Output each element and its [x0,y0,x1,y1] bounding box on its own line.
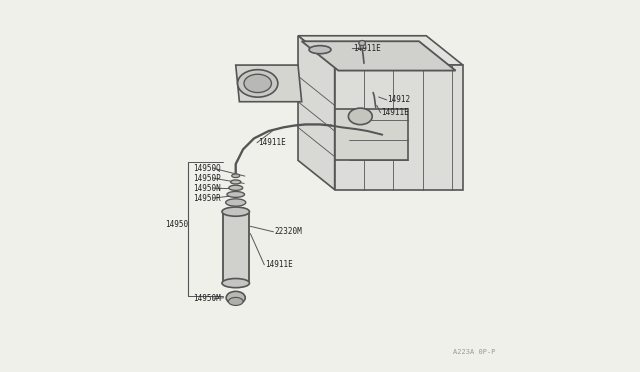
Ellipse shape [222,207,250,216]
Ellipse shape [226,291,245,304]
Ellipse shape [232,174,240,177]
Ellipse shape [226,199,246,206]
Ellipse shape [228,185,243,190]
Text: 14950R: 14950R [193,193,221,203]
Polygon shape [335,65,463,190]
Ellipse shape [348,108,372,125]
Text: A223A 0P-P: A223A 0P-P [453,349,496,355]
Text: 22320M: 22320M [274,227,302,236]
Text: 14911E: 14911E [353,44,381,53]
Ellipse shape [244,74,271,93]
Polygon shape [301,41,456,71]
Ellipse shape [228,297,243,305]
Text: 14950N: 14950N [193,184,221,193]
Text: 14911E: 14911E [265,260,292,269]
Text: 14950P: 14950P [193,174,221,183]
Polygon shape [236,65,301,102]
Ellipse shape [230,180,241,184]
Text: 14912: 14912 [387,95,410,105]
Ellipse shape [227,192,244,198]
Ellipse shape [359,41,365,46]
Polygon shape [223,212,248,283]
Ellipse shape [222,279,250,288]
Polygon shape [335,109,408,160]
Text: 14911E: 14911E [258,138,285,147]
Polygon shape [298,36,463,65]
Ellipse shape [237,70,278,97]
Text: 14950Q: 14950Q [193,164,221,173]
Text: 14950M: 14950M [193,294,221,303]
Polygon shape [298,36,335,190]
Ellipse shape [309,46,331,54]
Text: 14911E: 14911E [381,108,408,117]
Text: 14950: 14950 [165,220,189,229]
